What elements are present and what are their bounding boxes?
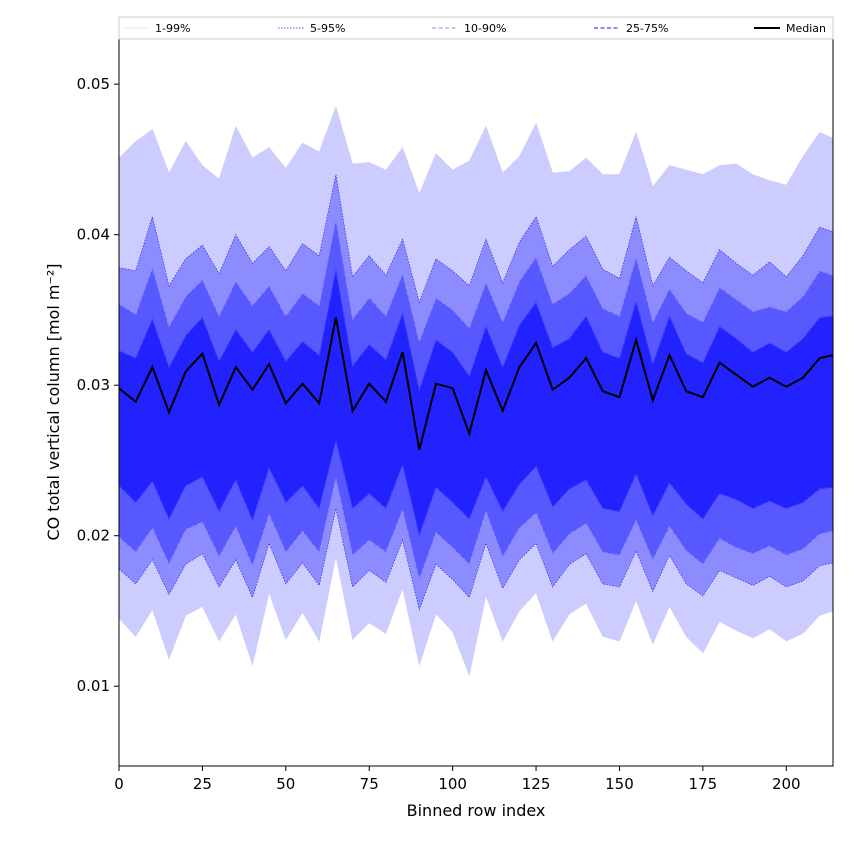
x-tick-label: 125 — [522, 775, 551, 793]
line-1-99pct-lower — [118, 556, 834, 677]
legend-box — [118, 16, 834, 40]
x-tick-label: 50 — [276, 775, 295, 793]
x-axis-ticks: 0 25 50 75 100 125 150 175 200 — [114, 766, 801, 793]
line-10-90pct-lower — [118, 478, 834, 582]
y-tick-label: 0.05 — [77, 75, 110, 93]
line-1-99pct-upper — [118, 105, 834, 195]
line-5-95pct-upper — [118, 174, 834, 304]
y-tick-label: 0.03 — [77, 376, 110, 394]
y-axis-label: CO total vertical column [mol m⁻²] — [44, 263, 63, 540]
legend-label: 10-90% — [464, 22, 506, 35]
legend-label: 25-75% — [626, 22, 668, 35]
series-lines — [118, 105, 834, 677]
y-axis-ticks: 0.01 0.02 0.03 0.04 0.05 — [77, 75, 119, 695]
x-tick-label: 200 — [772, 775, 801, 793]
legend-items: 1-99% 5-95% 10-90% 25-75% Median — [123, 22, 826, 35]
x-tick-label: 150 — [605, 775, 634, 793]
line-25-75pct-lower — [118, 440, 834, 538]
y-tick-label: 0.01 — [77, 677, 110, 695]
band-25-75pct — [119, 269, 833, 536]
y-tick-label: 0.02 — [77, 527, 110, 545]
legend: 1-99% 5-95% 10-90% 25-75% Median — [118, 16, 834, 40]
line-median — [118, 317, 834, 451]
line-25-75pct-upper — [118, 269, 834, 392]
legend-label: 5-95% — [310, 22, 345, 35]
line-5-95pct-lower — [118, 508, 834, 611]
x-tick-label: 175 — [689, 775, 718, 793]
legend-label: 1-99% — [155, 22, 190, 35]
x-axis-label: Binned row index — [407, 801, 546, 820]
y-tick-label: 0.04 — [77, 226, 110, 244]
legend-label: Median — [786, 22, 826, 35]
x-tick-label: 0 — [114, 775, 124, 793]
x-tick-label: 25 — [193, 775, 212, 793]
x-tick-label: 100 — [438, 775, 467, 793]
x-tick-label: 75 — [360, 775, 379, 793]
